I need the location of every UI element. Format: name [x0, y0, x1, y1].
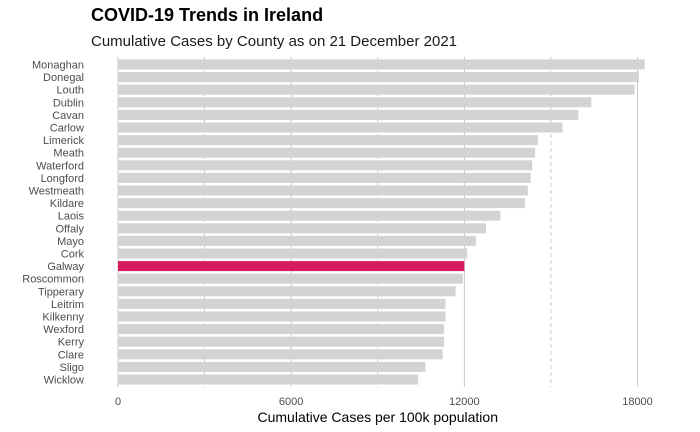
y-tick-label: Louth: [56, 85, 84, 97]
bar: [118, 160, 533, 171]
y-tick-label: Cavan: [52, 110, 84, 122]
bar: [118, 59, 645, 70]
x-tick-label: 12000: [449, 396, 480, 408]
bar: [118, 122, 563, 133]
y-tick-label: Wexford: [43, 324, 84, 336]
bar: [118, 135, 538, 146]
bar: [118, 349, 443, 360]
y-tick-label: Waterford: [36, 160, 84, 172]
bar: [118, 248, 468, 259]
x-axis-title: Cumulative Cases per 100k population: [258, 409, 498, 425]
y-tick-label: Longford: [41, 173, 84, 185]
y-tick-label: Dublin: [53, 97, 84, 109]
chart-title: COVID-19 Trends in Ireland: [91, 5, 324, 25]
y-tick-label: Westmeath: [29, 186, 84, 198]
bar: [118, 286, 456, 297]
bar: [118, 210, 501, 221]
y-tick-label: Roscommon: [22, 274, 84, 286]
bar-highlight: [118, 261, 465, 272]
bar: [118, 361, 426, 372]
y-tick-label: Meath: [53, 148, 84, 160]
bar: [118, 273, 463, 284]
y-tick-label: Clare: [58, 349, 84, 361]
x-tick-label: 0: [115, 396, 121, 408]
y-tick-label: Donegal: [43, 72, 84, 84]
bar: [118, 298, 446, 309]
y-tick-label: Leitrim: [51, 299, 84, 311]
chart-subtitle: Cumulative Cases by County as on 21 Dece…: [91, 33, 458, 50]
y-tick-label: Wicklow: [44, 375, 84, 387]
bar: [118, 235, 476, 246]
y-tick-label: Sligo: [60, 362, 84, 374]
bar: [118, 198, 525, 209]
y-tick-label: Laois: [58, 211, 85, 223]
y-tick-label: Kerry: [58, 337, 85, 349]
bar: [118, 97, 592, 108]
x-tick-label: 6000: [279, 396, 303, 408]
y-tick-label: Mayo: [57, 236, 84, 248]
y-tick-label: Cork: [61, 249, 85, 261]
y-tick-label: Limerick: [43, 135, 84, 147]
bar: [118, 72, 639, 83]
bar: [118, 109, 579, 120]
bar: [118, 311, 446, 322]
y-tick-label: Tipperary: [38, 286, 85, 298]
bar: [118, 185, 528, 196]
y-tick-label: Offaly: [55, 223, 84, 235]
bar: [118, 223, 486, 234]
y-tick-label: Galway: [47, 261, 84, 273]
y-tick-label: Kildare: [50, 198, 84, 210]
y-tick-label: Kilkenny: [42, 312, 84, 324]
bar: [118, 172, 531, 183]
bar: [118, 374, 419, 385]
bar: [118, 336, 445, 347]
bar: [118, 84, 635, 95]
bar: [118, 147, 536, 158]
x-tick-label: 18000: [622, 396, 653, 408]
y-tick-label: Monaghan: [32, 60, 84, 72]
y-tick-label: Carlow: [50, 123, 84, 135]
bar: [118, 324, 445, 335]
